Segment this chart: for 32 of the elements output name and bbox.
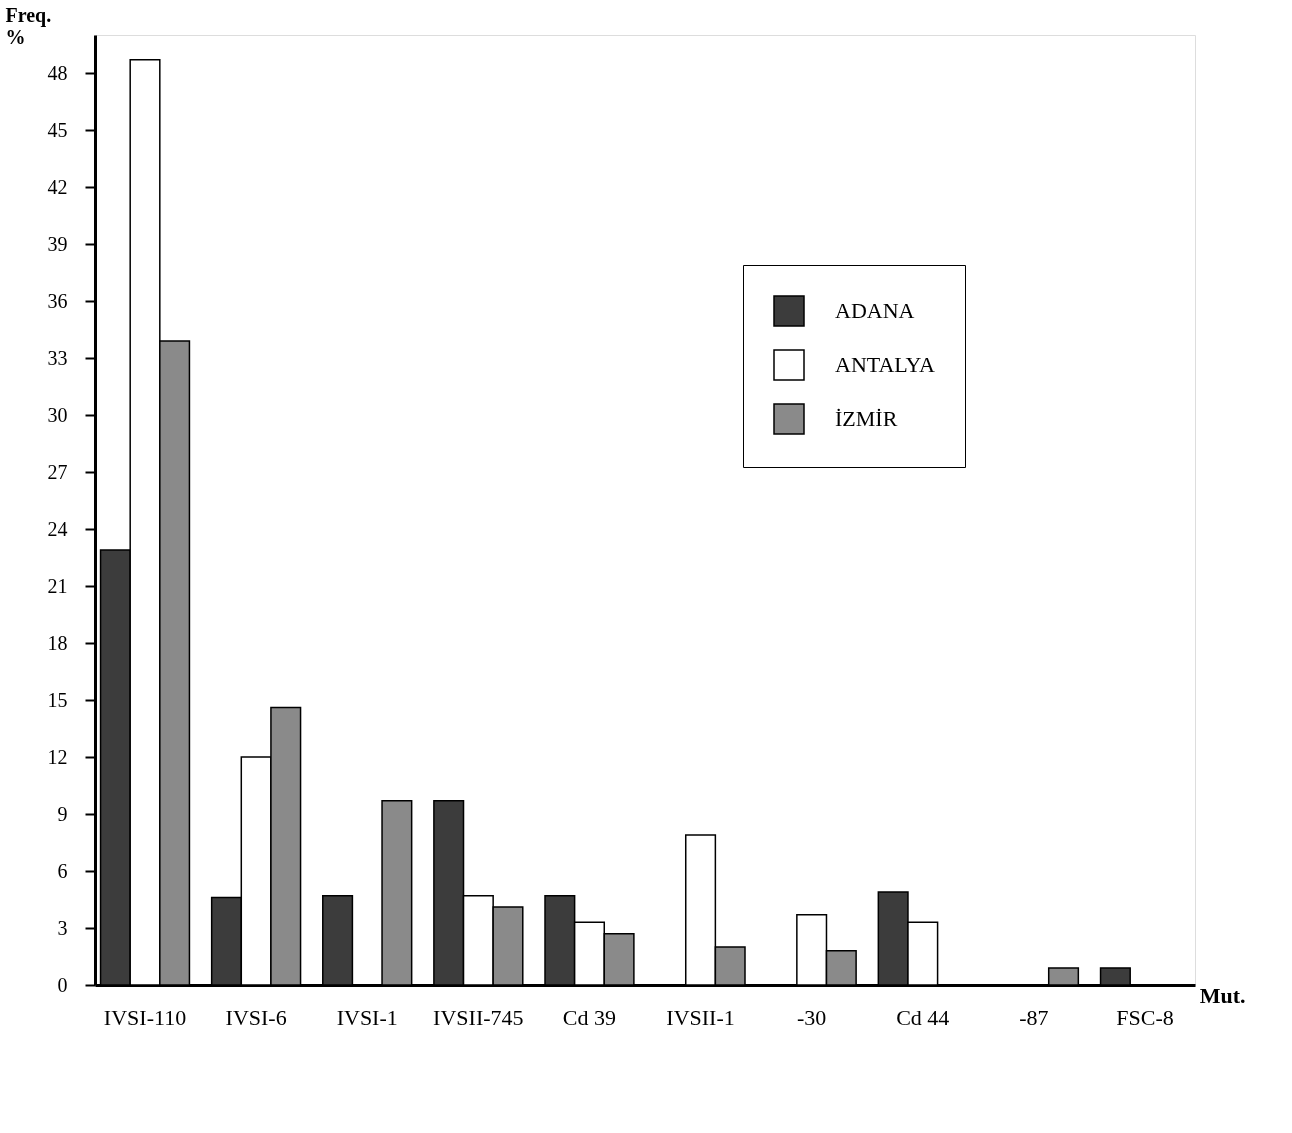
x-tick-label: Cd 44: [896, 1004, 950, 1030]
x-tick-label: -30: [797, 1004, 827, 1030]
y-axis-title: Freq. %: [5, 3, 52, 48]
x-tick-label: IVSII-745: [433, 1004, 524, 1030]
x-tick-label: -87: [1019, 1004, 1049, 1030]
y-tick-label: 30: [47, 403, 68, 426]
y-tick-label: 33: [47, 346, 68, 369]
x-tick-label: Cd 39: [562, 1004, 617, 1030]
y-tick-label: 3: [57, 916, 68, 939]
legend-label: ADANA: [835, 298, 915, 323]
x-tick-label: IVSII-1: [666, 1004, 735, 1030]
y-tick-label: 18: [47, 631, 68, 654]
y-tick-label: 36: [47, 289, 68, 312]
legend-label: ANTALYA: [835, 352, 936, 377]
y-tick-label: 15: [47, 688, 68, 711]
y-tick-label: 45: [47, 118, 68, 141]
y-tick-label: 48: [47, 61, 68, 84]
x-tick-label: IVSI-110: [103, 1004, 187, 1030]
x-axis-title: Mut.: [1199, 982, 1246, 1008]
y-tick-label: 0: [57, 973, 68, 996]
y-tick-label: 6: [57, 859, 68, 882]
x-tick-label: IVSI-6: [225, 1004, 287, 1030]
y-tick-label: 21: [47, 574, 68, 597]
legend-label: İZMİR: [835, 406, 898, 431]
y-tick-label: 42: [47, 175, 68, 198]
y-tick-label: 27: [47, 460, 68, 483]
x-tick-label: IVSI-1: [336, 1004, 398, 1030]
x-tick-label: FSC-8: [1116, 1004, 1174, 1030]
y-tick-label: 39: [47, 232, 68, 255]
y-tick-label: 12: [47, 745, 68, 768]
y-tick-label: 9: [57, 802, 68, 825]
y-tick-label: 24: [47, 517, 68, 540]
